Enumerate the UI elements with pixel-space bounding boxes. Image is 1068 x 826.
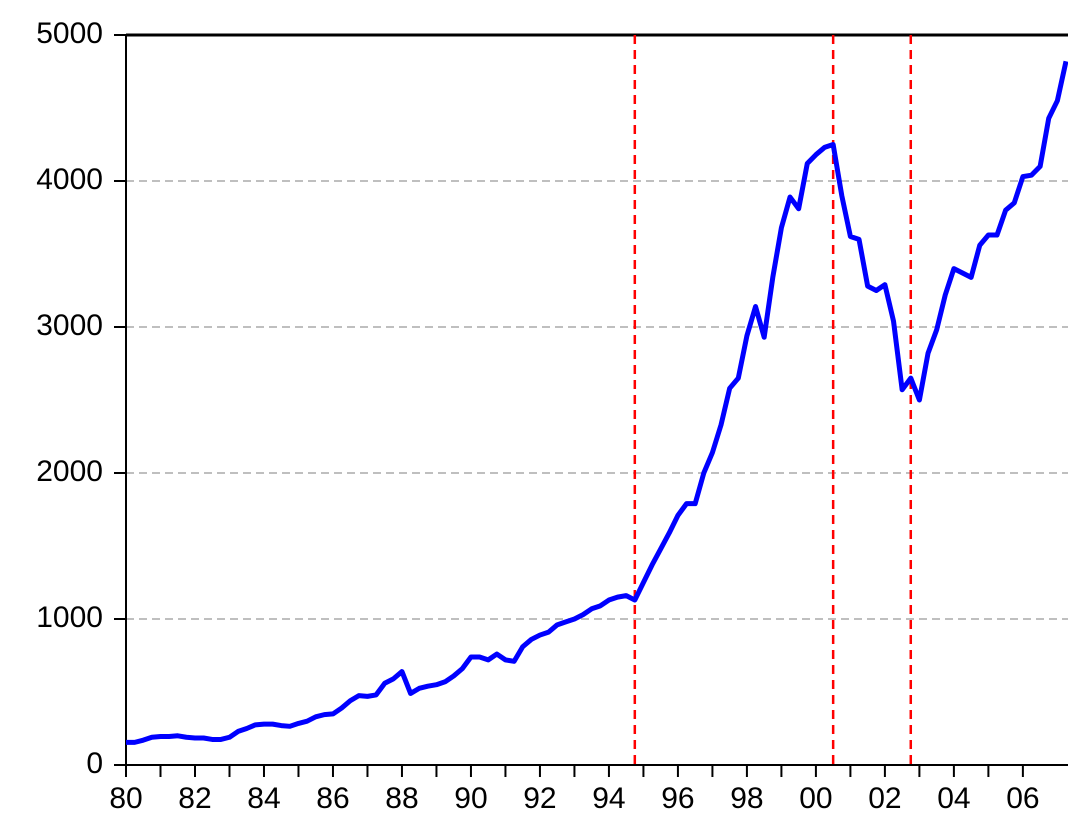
x-tick-label: 82	[178, 782, 211, 815]
x-tick-label: 02	[868, 782, 901, 815]
x-tick-label: 06	[1006, 782, 1039, 815]
x-tick-label: 94	[592, 782, 625, 815]
x-tick-label: 92	[523, 782, 556, 815]
x-tick-label: 84	[247, 782, 280, 815]
x-tick-label: 80	[109, 782, 142, 815]
x-tick-label: 96	[661, 782, 694, 815]
y-tick-label: 1000	[36, 601, 103, 634]
x-tick-label: 04	[937, 782, 970, 815]
x-tick-label: 90	[454, 782, 487, 815]
y-tick-label: 4000	[36, 163, 103, 196]
y-tick-label: 3000	[36, 309, 103, 342]
x-tick-label: 86	[316, 782, 349, 815]
data-line	[126, 60, 1068, 745]
x-tick-label: 00	[799, 782, 832, 815]
y-tick-label: 0	[86, 747, 103, 780]
x-tick-label: 88	[385, 782, 418, 815]
y-tick-label: 5000	[36, 17, 103, 50]
y-tick-label: 2000	[36, 455, 103, 488]
x-tick-label: 98	[730, 782, 763, 815]
